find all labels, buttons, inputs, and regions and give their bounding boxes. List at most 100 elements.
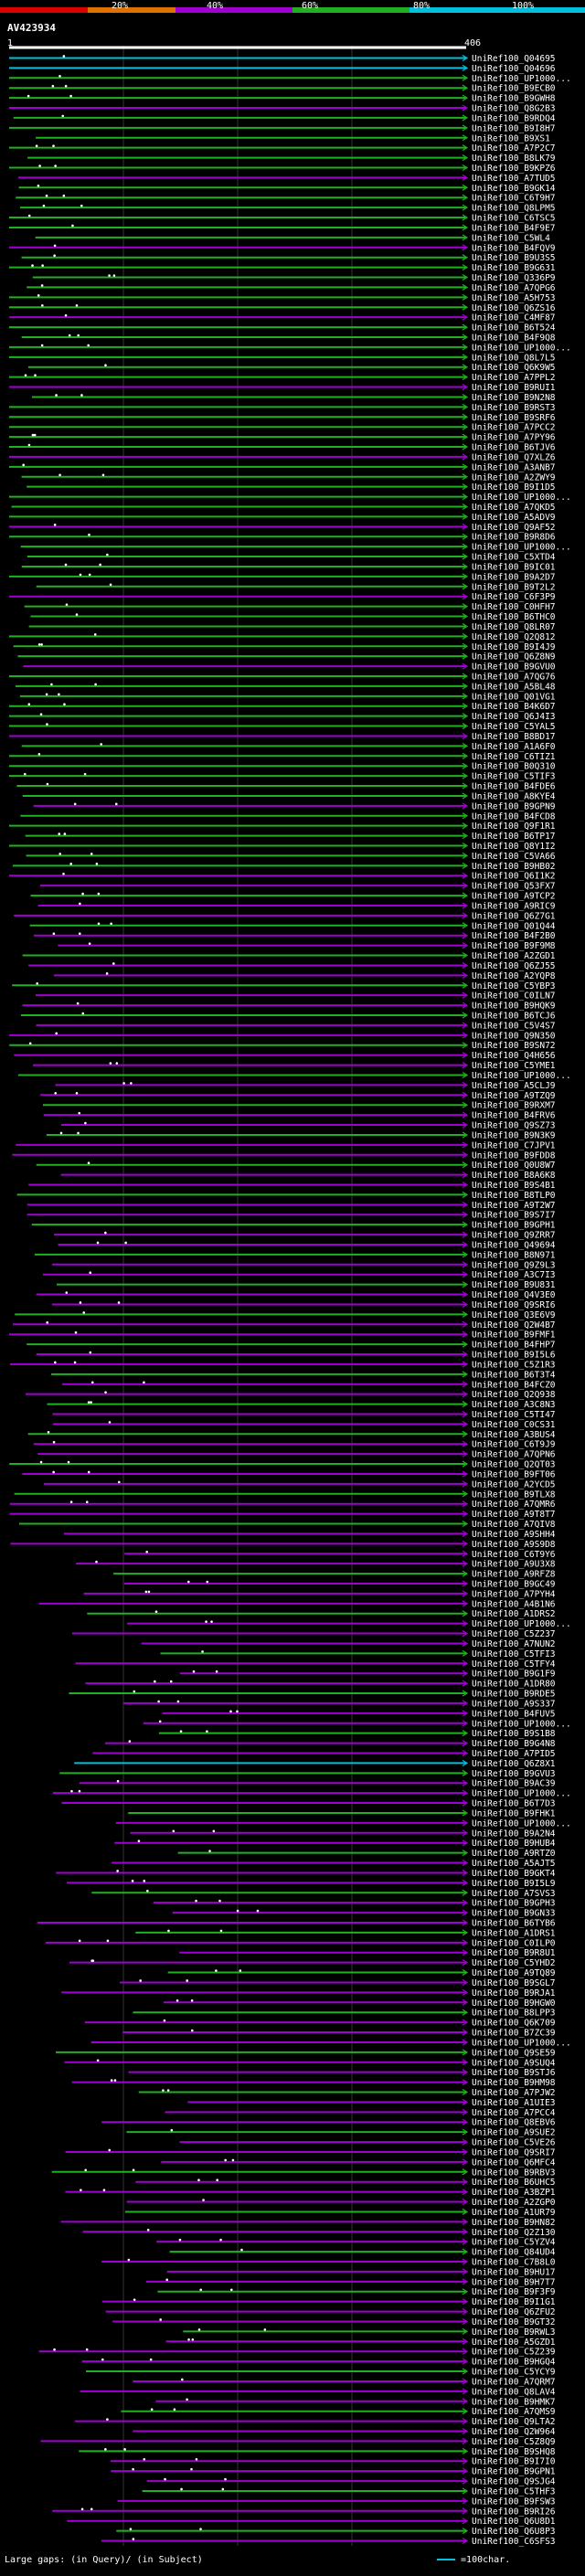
- hit-row[interactable]: UniRef100_B6THC0: [30, 612, 556, 622]
- hit-row[interactable]: UniRef100_B9HQK9: [22, 1002, 556, 1012]
- hit-label[interactable]: UniRef100_B9AC39: [472, 1779, 556, 1789]
- hit-row[interactable]: UniRef100_UP1000...: [18, 1071, 571, 1081]
- hit-row[interactable]: UniRef100_B9RJA1: [61, 1988, 556, 1998]
- hit-row[interactable]: UniRef100_B9IC01: [21, 562, 556, 572]
- hit-label[interactable]: UniRef100_C7B8L0: [472, 2258, 556, 2268]
- hit-row[interactable]: UniRef100_A3ANB7: [9, 462, 556, 472]
- hit-label[interactable]: UniRef100_Q8LAV4: [472, 2387, 556, 2397]
- hit-label[interactable]: UniRef100_C5VE26: [472, 2138, 556, 2148]
- hit-row[interactable]: UniRef100_B9F3F9: [157, 2287, 556, 2297]
- hit-row[interactable]: UniRef100_Q3E6V9: [15, 1310, 556, 1320]
- hit-row[interactable]: UniRef100_Q8LAV4: [80, 2387, 556, 2397]
- hit-row[interactable]: UniRef100_B4F2B0: [33, 931, 556, 941]
- hit-row[interactable]: UniRef100_A9TQ89: [167, 1968, 556, 1978]
- hit-row[interactable]: UniRef100_Q9ZRR7: [54, 1231, 556, 1241]
- hit-row[interactable]: UniRef100_B9N2N8: [31, 393, 556, 403]
- hit-label[interactable]: UniRef100_C5YZV4: [472, 2238, 556, 2248]
- hit-label[interactable]: UniRef100_C6T9H7: [472, 194, 556, 204]
- hit-row[interactable]: UniRef100_B6TYB6: [37, 1919, 556, 1929]
- hit-row[interactable]: UniRef100_Q6U8P3: [116, 2527, 556, 2537]
- hit-row[interactable]: UniRef100_A1UIE3: [187, 2098, 556, 2108]
- hit-row[interactable]: UniRef100_C5THF3: [142, 2486, 556, 2496]
- hit-row[interactable]: UniRef100_A7QPN6: [37, 1450, 556, 1460]
- hit-row[interactable]: UniRef100_C5YBP3: [12, 981, 556, 991]
- hit-row[interactable]: UniRef100_C6TIZ1: [9, 752, 556, 762]
- hit-row[interactable]: UniRef100_Q2QT03: [9, 1460, 556, 1470]
- hit-row[interactable]: UniRef100_B8BD17: [9, 732, 556, 742]
- hit-label[interactable]: UniRef100_B9RDE5: [472, 1690, 556, 1700]
- hit-label[interactable]: UniRef100_UP1000...: [472, 493, 571, 503]
- hit-row[interactable]: UniRef100_B9SGL7: [120, 1978, 556, 1988]
- hit-row[interactable]: UniRef100_B9HU17: [166, 2267, 556, 2277]
- hit-row[interactable]: UniRef100_B9T2L2: [36, 582, 556, 592]
- hit-label[interactable]: UniRef100_Q2W4B7: [472, 1320, 556, 1330]
- hit-label[interactable]: UniRef100_C5TFY4: [472, 1659, 556, 1670]
- hit-row[interactable]: UniRef100_A5GZD1: [165, 2337, 556, 2348]
- hit-row[interactable]: UniRef100_B9GPH3: [153, 1899, 556, 1909]
- hit-label[interactable]: UniRef100_Q9SJG4: [472, 2477, 556, 2487]
- hit-row[interactable]: UniRef100_Q04695: [9, 54, 556, 64]
- hit-label[interactable]: UniRef100_B9HQK9: [472, 1002, 556, 1012]
- hit-row[interactable]: UniRef100_Q9AF52: [9, 523, 556, 533]
- hit-label[interactable]: UniRef100_A9RTZ0: [472, 1849, 556, 1859]
- hit-row[interactable]: UniRef100_B4FUV5: [162, 1709, 556, 1719]
- hit-label[interactable]: UniRef100_B9G4N8: [472, 1739, 556, 1749]
- hit-label[interactable]: UniRef100_UP1000...: [472, 1789, 571, 1799]
- hit-label[interactable]: UniRef100_A7PY96: [472, 433, 556, 443]
- hit-row[interactable]: UniRef100_B6T524: [9, 323, 556, 334]
- hit-row[interactable]: UniRef100_B9RWL3: [183, 2327, 556, 2337]
- hit-row[interactable]: UniRef100_B9RDE5: [69, 1690, 556, 1700]
- hit-label[interactable]: UniRef100_C6F3P9: [472, 592, 556, 602]
- hit-row[interactable]: UniRef100_B9F9M8: [58, 941, 556, 951]
- hit-row[interactable]: UniRef100_C5WL4: [35, 233, 550, 243]
- hit-label[interactable]: UniRef100_Q6ZS16: [472, 303, 556, 313]
- hit-label[interactable]: UniRef100_A1DRS2: [472, 1609, 556, 1619]
- hit-label[interactable]: UniRef100_Q9ZRR7: [472, 1231, 556, 1241]
- hit-row[interactable]: UniRef100_A7PYH4: [83, 1589, 556, 1599]
- hit-label[interactable]: UniRef100_B9R8U1: [472, 1948, 556, 1958]
- hit-row[interactable]: UniRef100_B9SHQ8: [79, 2447, 556, 2457]
- hit-row[interactable]: UniRef100_C6TSC5: [9, 214, 556, 224]
- hit-row[interactable]: UniRef100_B6TJV6: [9, 443, 556, 453]
- hit-row[interactable]: UniRef100_A3C8N3: [47, 1400, 556, 1410]
- hit-row[interactable]: UniRef100_B4FCZ0: [61, 1380, 556, 1390]
- hit-row[interactable]: UniRef100_C6SFS3: [101, 2537, 556, 2547]
- hit-label[interactable]: UniRef100_B4FDE6: [472, 782, 556, 792]
- hit-label[interactable]: UniRef100_C5V4S7: [472, 1021, 556, 1031]
- hit-row[interactable]: UniRef100_Q6ZFU2: [105, 2307, 556, 2317]
- hit-row[interactable]: UniRef100_Q01VG1: [19, 692, 556, 702]
- hit-row[interactable]: UniRef100_B9FDD8: [12, 1150, 556, 1161]
- hit-label[interactable]: UniRef100_B4FUV5: [472, 1709, 556, 1719]
- hit-label[interactable]: UniRef100_B9RUI1: [472, 383, 556, 393]
- hit-label[interactable]: UniRef100_B9SN72: [472, 1041, 556, 1051]
- hit-label[interactable]: UniRef100_Q8LPM5: [472, 204, 556, 214]
- hit-row[interactable]: UniRef100_C0HFH7: [24, 602, 556, 612]
- hit-row[interactable]: UniRef100_Q2Z130: [82, 2228, 556, 2238]
- hit-row[interactable]: UniRef100_Q2Q938: [26, 1390, 556, 1400]
- hit-label[interactable]: UniRef100_B9G1F9: [472, 1670, 556, 1680]
- hit-label[interactable]: UniRef100_B9I5L6: [472, 1351, 556, 1361]
- hit-row[interactable]: UniRef100_B6TP17: [25, 832, 556, 842]
- hit-row[interactable]: UniRef100_C5TI47: [52, 1410, 556, 1420]
- hit-row[interactable]: UniRef100_C5Z239: [38, 2348, 556, 2358]
- hit-row[interactable]: UniRef100_Q6Z8X1: [74, 1759, 556, 1769]
- hit-label[interactable]: UniRef100_A8KYE4: [472, 791, 556, 801]
- hit-label[interactable]: UniRef100_A5AJT5: [472, 1859, 556, 1869]
- hit-row[interactable]: UniRef100_A7QRM7: [133, 2377, 556, 2387]
- hit-row[interactable]: UniRef100_Q7XLZ6: [9, 452, 556, 462]
- hit-row[interactable]: UniRef100_Q9Z9L3: [51, 1260, 556, 1270]
- hit-label[interactable]: UniRef100_A7QMS9: [472, 2407, 556, 2417]
- hit-label[interactable]: UniRef100_C6T9Y6: [472, 1550, 556, 1560]
- hit-row[interactable]: UniRef100_A9SUE2: [126, 2128, 556, 2138]
- hit-row[interactable]: UniRef100_B9A2D7: [9, 572, 556, 582]
- hit-row[interactable]: UniRef100_C5YME1: [32, 1061, 556, 1071]
- hit-row[interactable]: UniRef100_B9I1D5: [27, 482, 556, 493]
- hit-label[interactable]: UniRef100_Q6I1K2: [472, 872, 556, 882]
- hit-label[interactable]: UniRef100_B4FQV9: [472, 243, 556, 253]
- hit-label[interactable]: UniRef100_C5THF3: [472, 2486, 556, 2496]
- hit-row[interactable]: UniRef100_B9GWH8: [9, 94, 556, 104]
- hit-row[interactable]: UniRef100_C5VA66: [26, 852, 556, 862]
- hit-row[interactable]: UniRef100_UP1000...: [9, 343, 571, 353]
- hit-row[interactable]: UniRef100_A7PPL2: [9, 373, 556, 383]
- hit-row[interactable]: UniRef100_B9I8H7: [9, 123, 556, 133]
